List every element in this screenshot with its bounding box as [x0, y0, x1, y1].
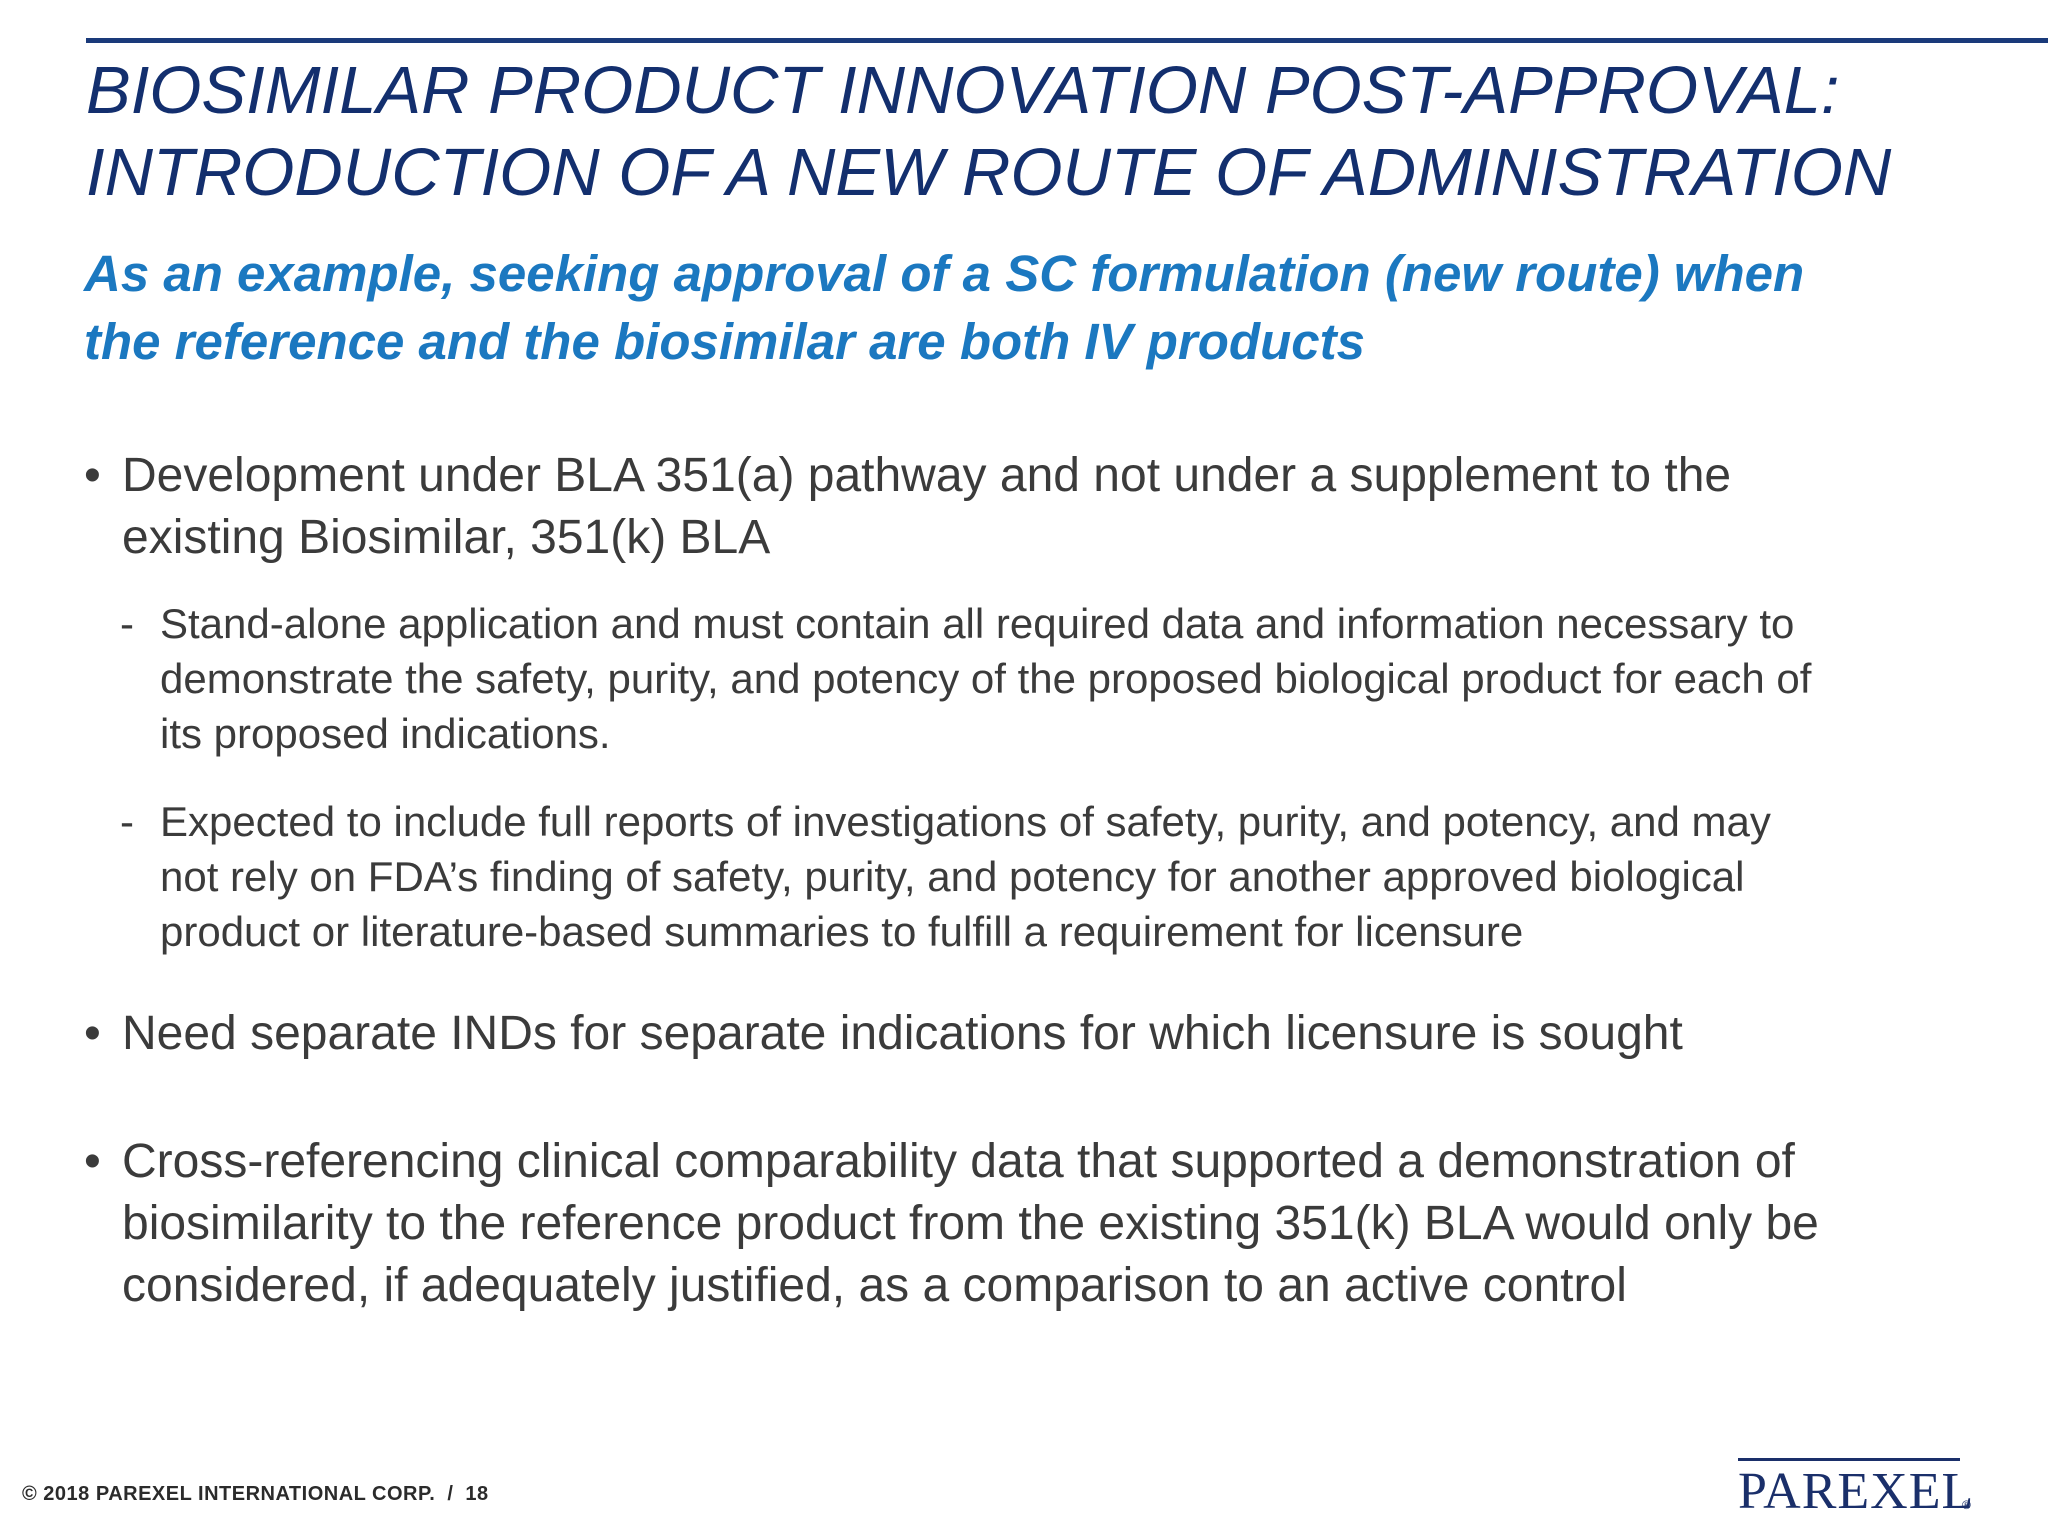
sub-text-line: Stand-alone application and must contain… — [160, 600, 1795, 647]
slide-footer: © 2018 PAREXEL INTERNATIONAL CORP. / 18 — [22, 1483, 489, 1506]
registered-mark: ® — [1962, 1498, 1971, 1512]
bullet-text-line: considered, if adequately justified, as … — [122, 1259, 1627, 1312]
sub-item-stand-alone: - Stand-alone application and must conta… — [84, 596, 1984, 761]
bullet-marker: • — [84, 449, 101, 502]
sub-text-line: product or literature-based summaries to… — [160, 908, 1524, 955]
sub-marker: - — [120, 798, 134, 845]
slide-subtitle-line-2: the reference and the biosimilar are bot… — [84, 313, 1365, 370]
bullet-text-line: biosimilarity to the reference product f… — [122, 1197, 1819, 1250]
logo-rule — [1738, 1458, 1960, 1461]
sub-text-line: Expected to include full reports of inve… — [160, 798, 1771, 845]
bullet-item-cross-referencing: • Cross-referencing clinical comparabili… — [84, 1131, 1984, 1317]
bullet-text-line: Development under BLA 351(a) pathway and… — [122, 449, 1732, 502]
bullet-text-line: Cross-referencing clinical comparability… — [122, 1135, 1795, 1188]
sub-text-line: its proposed indications. — [160, 710, 611, 757]
bullet-marker: • — [84, 1007, 101, 1060]
bullet-marker: • — [84, 1135, 101, 1188]
slide-title-line-2: INTRODUCTION OF A NEW ROUTE OF ADMINISTR… — [86, 135, 1892, 210]
slide-title-line-1: BIOSIMILAR PRODUCT INNOVATION POST-APPRO… — [86, 53, 1840, 128]
footer-copyright: © 2018 PAREXEL INTERNATIONAL CORP. — [22, 1483, 436, 1505]
bullet-text-line: existing Biosimilar, 351(k) BLA — [122, 511, 771, 564]
slide-subtitle-line-1: As an example, seeking approval of a SC … — [84, 245, 1805, 302]
logo-wordmark: PAREXEL — [1738, 1463, 1975, 1520]
slide-subtitle: As an example, seeking approval of a SC … — [84, 240, 1984, 376]
title-top-rule — [86, 38, 2048, 43]
slide-title: BIOSIMILAR PRODUCT INNOVATION POST-APPRO… — [86, 50, 2026, 214]
sub-text-line: demonstrate the safety, purity, and pote… — [160, 655, 1812, 702]
sub-text-line: not rely on FDA’s finding of safety, pur… — [160, 853, 1745, 900]
sub-item-full-reports: - Expected to include full reports of in… — [84, 794, 1984, 959]
parexel-logo: PAREXEL ® — [1738, 1452, 1978, 1522]
sub-marker: - — [120, 600, 134, 647]
slide-body: • Development under BLA 351(a) pathway a… — [84, 445, 1984, 1317]
bullet-item-separate-inds: • Need separate INDs for separate indica… — [84, 1003, 1984, 1065]
bullet-item-bla-351a: • Development under BLA 351(a) pathway a… — [84, 445, 1984, 569]
bullet-text-line: Need separate INDs for separate indicati… — [122, 1007, 1683, 1060]
footer-page-number: 18 — [465, 1483, 489, 1505]
footer-separator: / — [447, 1483, 454, 1505]
